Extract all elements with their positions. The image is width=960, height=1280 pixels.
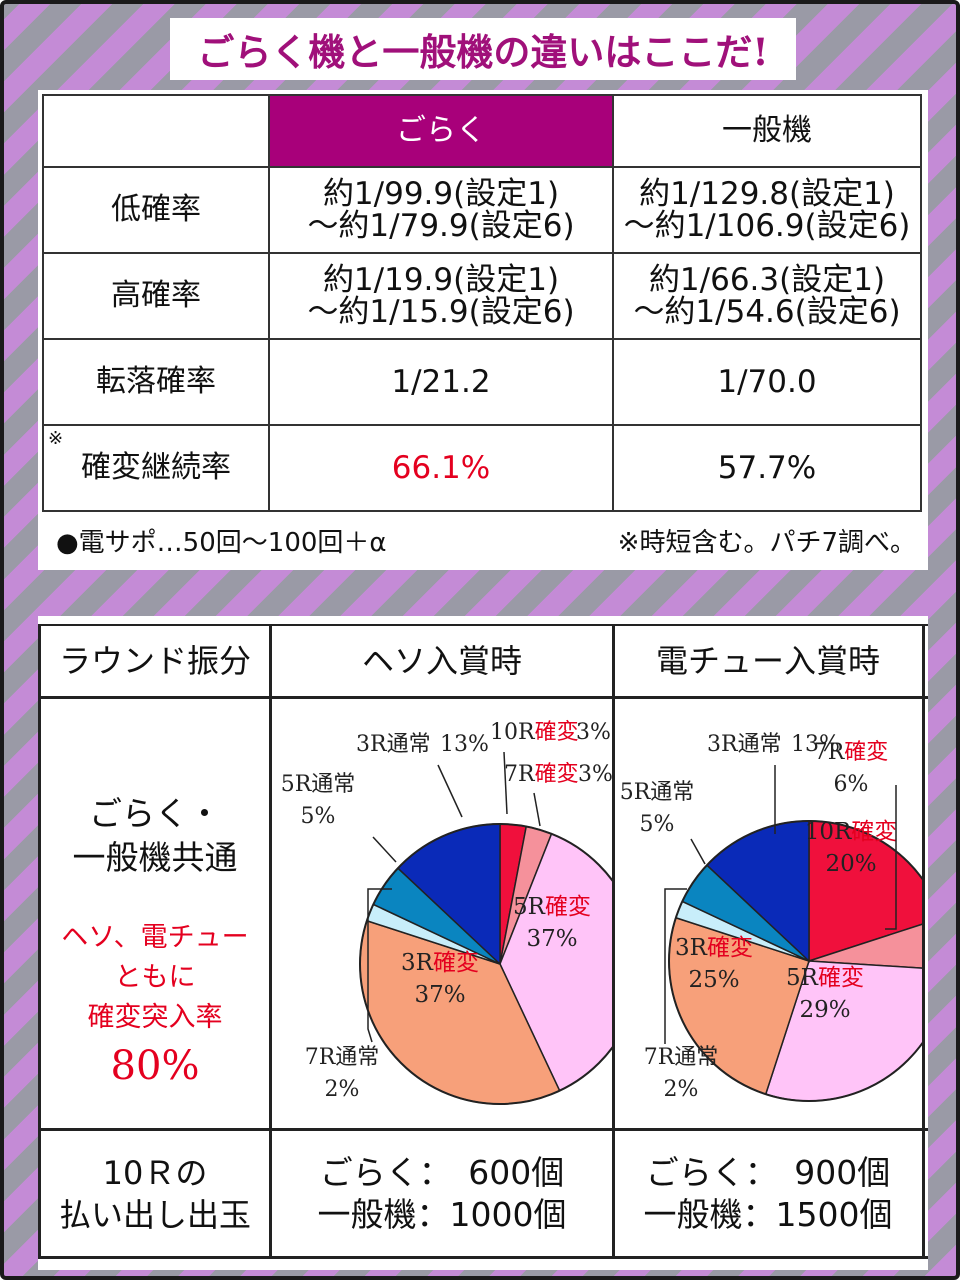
leader-line	[437, 764, 463, 818]
svg-text:5%: 5%	[301, 804, 336, 829]
svg-text:3R確変: 3R確変	[401, 950, 479, 976]
leader-line	[533, 792, 541, 827]
svg-text:7R通常: 7R通常	[305, 1045, 380, 1070]
row-label-high: 高確率	[42, 252, 270, 340]
cell-goraku-continue: 66.1%	[268, 424, 614, 512]
table-row: ※ 確変継続率 66.1% 57.7%	[42, 424, 922, 512]
round-header-denchu: 電チュー入賞時	[655, 642, 880, 680]
note-mark: ※	[48, 428, 64, 449]
leader-line	[372, 836, 397, 863]
header-empty-cell	[42, 94, 270, 168]
cell-ippan-continue: 57.7%	[612, 424, 922, 512]
pie-label-3r-kakuhen: 3R確変 25%	[675, 935, 753, 993]
pie-label-5r-kakuhen: 5R確変 37%	[513, 894, 591, 952]
pie-label-3r-tsujo: 3R通常 13%	[356, 732, 489, 818]
table-row: 転落確率 1/21.2 1/70.0	[42, 338, 922, 426]
svg-text:13%: 13%	[791, 732, 840, 757]
svg-text:2%: 2%	[664, 1077, 699, 1102]
payout-heso: ごらく： 600個 一般機：1000個	[317, 1153, 567, 1234]
pie-label-7r-kakuhen: 7R確変 6%	[814, 740, 897, 930]
pie-slice-7r-kakuhen	[808, 923, 922, 969]
leader-line	[690, 838, 706, 865]
svg-text:10R確変: 10R確変	[805, 819, 898, 845]
svg-text:10R確変: 10R確変	[490, 720, 579, 745]
svg-text:5R通常: 5R通常	[620, 780, 695, 805]
round-header-heso: ヘソ入賞時	[361, 642, 522, 680]
svg-text:3R確変: 3R確変	[675, 935, 753, 961]
cell-ippan-fall: 1/70.0	[612, 338, 922, 426]
svg-text:25%: 25%	[688, 967, 739, 993]
svg-text:37%: 37%	[526, 926, 577, 952]
svg-text:3R通常: 3R通常	[707, 732, 782, 757]
table-row: 低確率 約1/99.9(設定1) ～約1/79.9(設定6) 約1/129.8(設…	[42, 166, 922, 254]
svg-text:7R確変: 7R確変	[504, 762, 579, 787]
table-row: 高確率 約1/19.9(設定1) ～約1/15.9(設定6) 約1/66.3(設定…	[42, 252, 922, 340]
pie-label-3r-tsujo: 3R通常 13%	[707, 732, 840, 834]
svg-text:5R確変: 5R確変	[513, 894, 591, 920]
svg-text:5%: 5%	[640, 812, 675, 837]
cell-goraku-high: 約1/19.9(設定1) ～約1/15.9(設定6)	[268, 252, 614, 340]
svg-text:6%: 6%	[834, 772, 869, 797]
footnote-densapo: ●電サポ…50回～100回＋α	[56, 528, 387, 558]
payout-denchu: ごらく： 900個 一般機：1500個	[643, 1153, 893, 1234]
payout-label: 10Ｒの 払い出し出玉	[58, 1154, 251, 1234]
svg-text:7R確変: 7R確変	[814, 740, 889, 765]
pie-label-3r-kakuhen: 3R確変 37%	[401, 950, 479, 1008]
pie-chart-denchu: 10R確変 20% 7R確変 6% 5R確変 29% 3R確変 25% 7R通常 2% 5R通常 5%…	[620, 732, 922, 1102]
pie-label-5r-kakuhen: 5R確変 29%	[786, 965, 864, 1023]
footnote-source: ※時短含む。パチ7調べ。	[617, 528, 916, 558]
svg-text:5R通常: 5R通常	[281, 772, 356, 797]
pie-label-5r-tsujo: 5R通常 5%	[281, 772, 397, 863]
svg-text:13%: 13%	[440, 732, 489, 757]
pie-label-10r-kakuhen: 10R確変 20%	[805, 819, 898, 877]
kakuhen-rate-note: ヘソ、電チュー ともに 確変突入率 80%	[61, 922, 249, 1089]
cell-ippan-high: 約1/66.3(設定1) ～約1/54.6(設定6)	[612, 252, 922, 340]
svg-text:20%: 20%	[825, 851, 876, 877]
table-header-row: ごらく 一般機	[42, 94, 922, 168]
svg-text:29%: 29%	[799, 997, 850, 1023]
header-goraku: ごらく	[268, 94, 614, 168]
round-header-label: ラウンド振分	[58, 642, 251, 680]
svg-text:5R確変: 5R確変	[786, 965, 864, 991]
header-ippan: 一般機	[612, 94, 922, 168]
comparison-panel: ごらく 一般機 低確率 約1/99.9(設定1) ～約1/79.9(設定6) 約1…	[38, 90, 928, 570]
svg-text:3%: 3%	[578, 762, 612, 787]
leader-line	[885, 785, 897, 930]
svg-text:7R通常: 7R通常	[644, 1045, 719, 1070]
row-label-fall: 転落確率	[42, 338, 270, 426]
pie-label-7r-tsujo: 7R通常 2%	[644, 888, 719, 1102]
cell-goraku-low: 約1/99.9(設定1) ～約1/79.9(設定6)	[268, 166, 614, 254]
pie-outline	[668, 820, 922, 1102]
svg-text:3%: 3%	[576, 720, 611, 745]
leader-line	[664, 888, 687, 1044]
row-label-low: 低確率	[42, 166, 270, 254]
round-distribution-panel: ラウンド振分 ヘソ入賞時 電チュー入賞時 ごらく・ 一般機共通 ヘソ、電チュー とも…	[38, 616, 928, 1270]
pie-label-7r-kakuhen: 7R確変 3%	[504, 762, 612, 827]
svg-text:3R通常: 3R通常	[356, 732, 431, 757]
page-title: ごらく機と一般機の違いはここだ!	[170, 18, 796, 80]
leader-line	[367, 888, 392, 1043]
leader-line	[503, 751, 508, 815]
pie-label-5r-tsujo: 5R通常 5%	[620, 780, 706, 865]
pie-label-7r-tsujo: 7R通常 2%	[305, 888, 392, 1102]
round-row-label: ごらく・ 一般機共通	[72, 794, 238, 877]
cell-goraku-fall: 1/21.2	[268, 338, 614, 426]
svg-text:2%: 2%	[325, 1077, 360, 1102]
svg-text:37%: 37%	[414, 982, 465, 1008]
row-label-continue: ※ 確変継続率	[42, 424, 270, 512]
cell-ippan-low: 約1/129.8(設定1) ～約1/106.9(設定6)	[612, 166, 922, 254]
comparison-table: ごらく 一般機 低確率 約1/99.9(設定1) ～約1/79.9(設定6) 約1…	[42, 94, 922, 512]
pie-outline	[359, 823, 612, 1105]
